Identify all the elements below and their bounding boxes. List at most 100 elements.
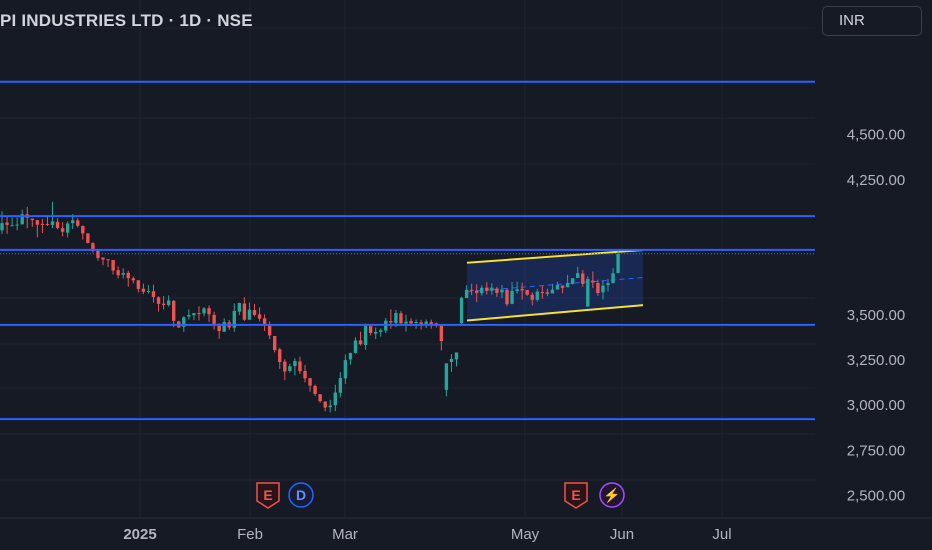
- time-axis[interactable]: 2025 Feb Mar May Jun Jul: [0, 517, 932, 543]
- candle-body: [232, 310, 236, 328]
- candle: [328, 399, 332, 413]
- candle-body: [242, 303, 247, 320]
- candle-body: [197, 313, 201, 315]
- candle: [611, 268, 615, 284]
- candle: [131, 276, 135, 284]
- candle-body: [490, 287, 494, 291]
- candle: [273, 335, 277, 353]
- grid-lines: [0, 0, 815, 518]
- candle-body: [126, 272, 130, 279]
- candle-body: [399, 313, 403, 324]
- candle: [10, 217, 14, 227]
- candle-body: [328, 405, 332, 408]
- candle-body: [35, 220, 40, 225]
- candle-body: [525, 290, 529, 295]
- candle: [520, 282, 524, 300]
- candle: [404, 314, 408, 332]
- candle-body: [323, 401, 327, 408]
- candle: [343, 354, 348, 384]
- candle-body: [252, 310, 257, 315]
- candle-body: [389, 321, 393, 323]
- candle: [101, 257, 105, 266]
- candle: [424, 319, 428, 329]
- candle-body: [192, 313, 196, 316]
- candle-body: [262, 318, 267, 324]
- candle-body: [10, 225, 14, 227]
- candle-body: [257, 314, 262, 319]
- candle-body: [540, 291, 545, 293]
- event-markers[interactable]: E D E ⚡: [256, 482, 625, 509]
- candle-body: [480, 287, 484, 294]
- candle: [348, 352, 353, 365]
- candle: [606, 279, 610, 292]
- candle-body: [500, 289, 504, 293]
- price-tick-label: 3,500.00: [847, 307, 905, 324]
- candle: [60, 222, 65, 237]
- candle: [187, 309, 191, 320]
- candle-body: [71, 220, 75, 224]
- event-marker-shape: [564, 482, 588, 509]
- event-marker-shape: [288, 482, 314, 508]
- candle: [485, 282, 489, 295]
- candle: [454, 352, 459, 367]
- candle-body: [40, 223, 45, 225]
- event-marker-glyph: D: [296, 487, 306, 503]
- candle-body: [187, 315, 191, 317]
- candle: [495, 286, 499, 297]
- candle: [596, 279, 600, 296]
- dividend-event-icon[interactable]: D: [288, 482, 314, 508]
- candle-body: [495, 288, 499, 293]
- candle: [161, 295, 166, 310]
- candle: [586, 276, 590, 307]
- candle: [25, 206, 29, 229]
- candle-body: [545, 292, 550, 294]
- candle-body: [212, 314, 216, 324]
- candle: [76, 218, 80, 228]
- candle: [96, 249, 100, 261]
- candle-body: [338, 378, 343, 393]
- candle: [510, 282, 514, 305]
- candle: [353, 337, 358, 354]
- earnings-event-icon[interactable]: E: [564, 482, 588, 509]
- candle: [91, 242, 95, 253]
- earnings-event-icon[interactable]: E: [256, 482, 280, 509]
- candle: [374, 327, 378, 340]
- candle: [151, 284, 156, 303]
- candle: [565, 274, 570, 288]
- candle: [65, 221, 70, 238]
- candle-body: [444, 363, 449, 390]
- candle: [464, 285, 469, 299]
- candle-body: [591, 280, 595, 283]
- time-tick-label: Feb: [237, 526, 263, 543]
- split-event-icon[interactable]: ⚡: [599, 482, 625, 508]
- candle-body: [141, 288, 146, 292]
- candle-body: [353, 340, 358, 353]
- candle: [111, 259, 115, 275]
- candle-body: [520, 288, 524, 291]
- candle: [45, 216, 50, 226]
- event-marker-shape: [256, 482, 280, 509]
- candle-body: [308, 378, 312, 386]
- candle: [0, 211, 4, 234]
- candle-body: [96, 250, 100, 258]
- currency-button[interactable]: INR: [822, 6, 922, 36]
- candle: [459, 296, 464, 326]
- candle-body: [131, 278, 135, 281]
- candle: [192, 312, 196, 321]
- candle: [545, 288, 550, 297]
- candle-body: [379, 330, 383, 332]
- candle-body: [611, 273, 615, 284]
- price-axis[interactable]: 4,500.00 4,250.00 3,250.00 3,000.00 2,750.00…: [815, 40, 932, 520]
- candle-body: [409, 321, 413, 324]
- horizontal-levels[interactable]: 4,793.754,049.053,445.852,923.053,861.40…: [0, 70, 920, 431]
- candle-body: [333, 392, 337, 406]
- candle-body: [247, 309, 252, 320]
- candle: [601, 280, 605, 300]
- candle-body: [419, 322, 423, 324]
- candle-body: [586, 279, 590, 307]
- candle-body: [454, 352, 459, 360]
- candle: [358, 331, 363, 346]
- candle: [515, 281, 519, 294]
- price-tick-label: 3,000.00: [847, 397, 905, 414]
